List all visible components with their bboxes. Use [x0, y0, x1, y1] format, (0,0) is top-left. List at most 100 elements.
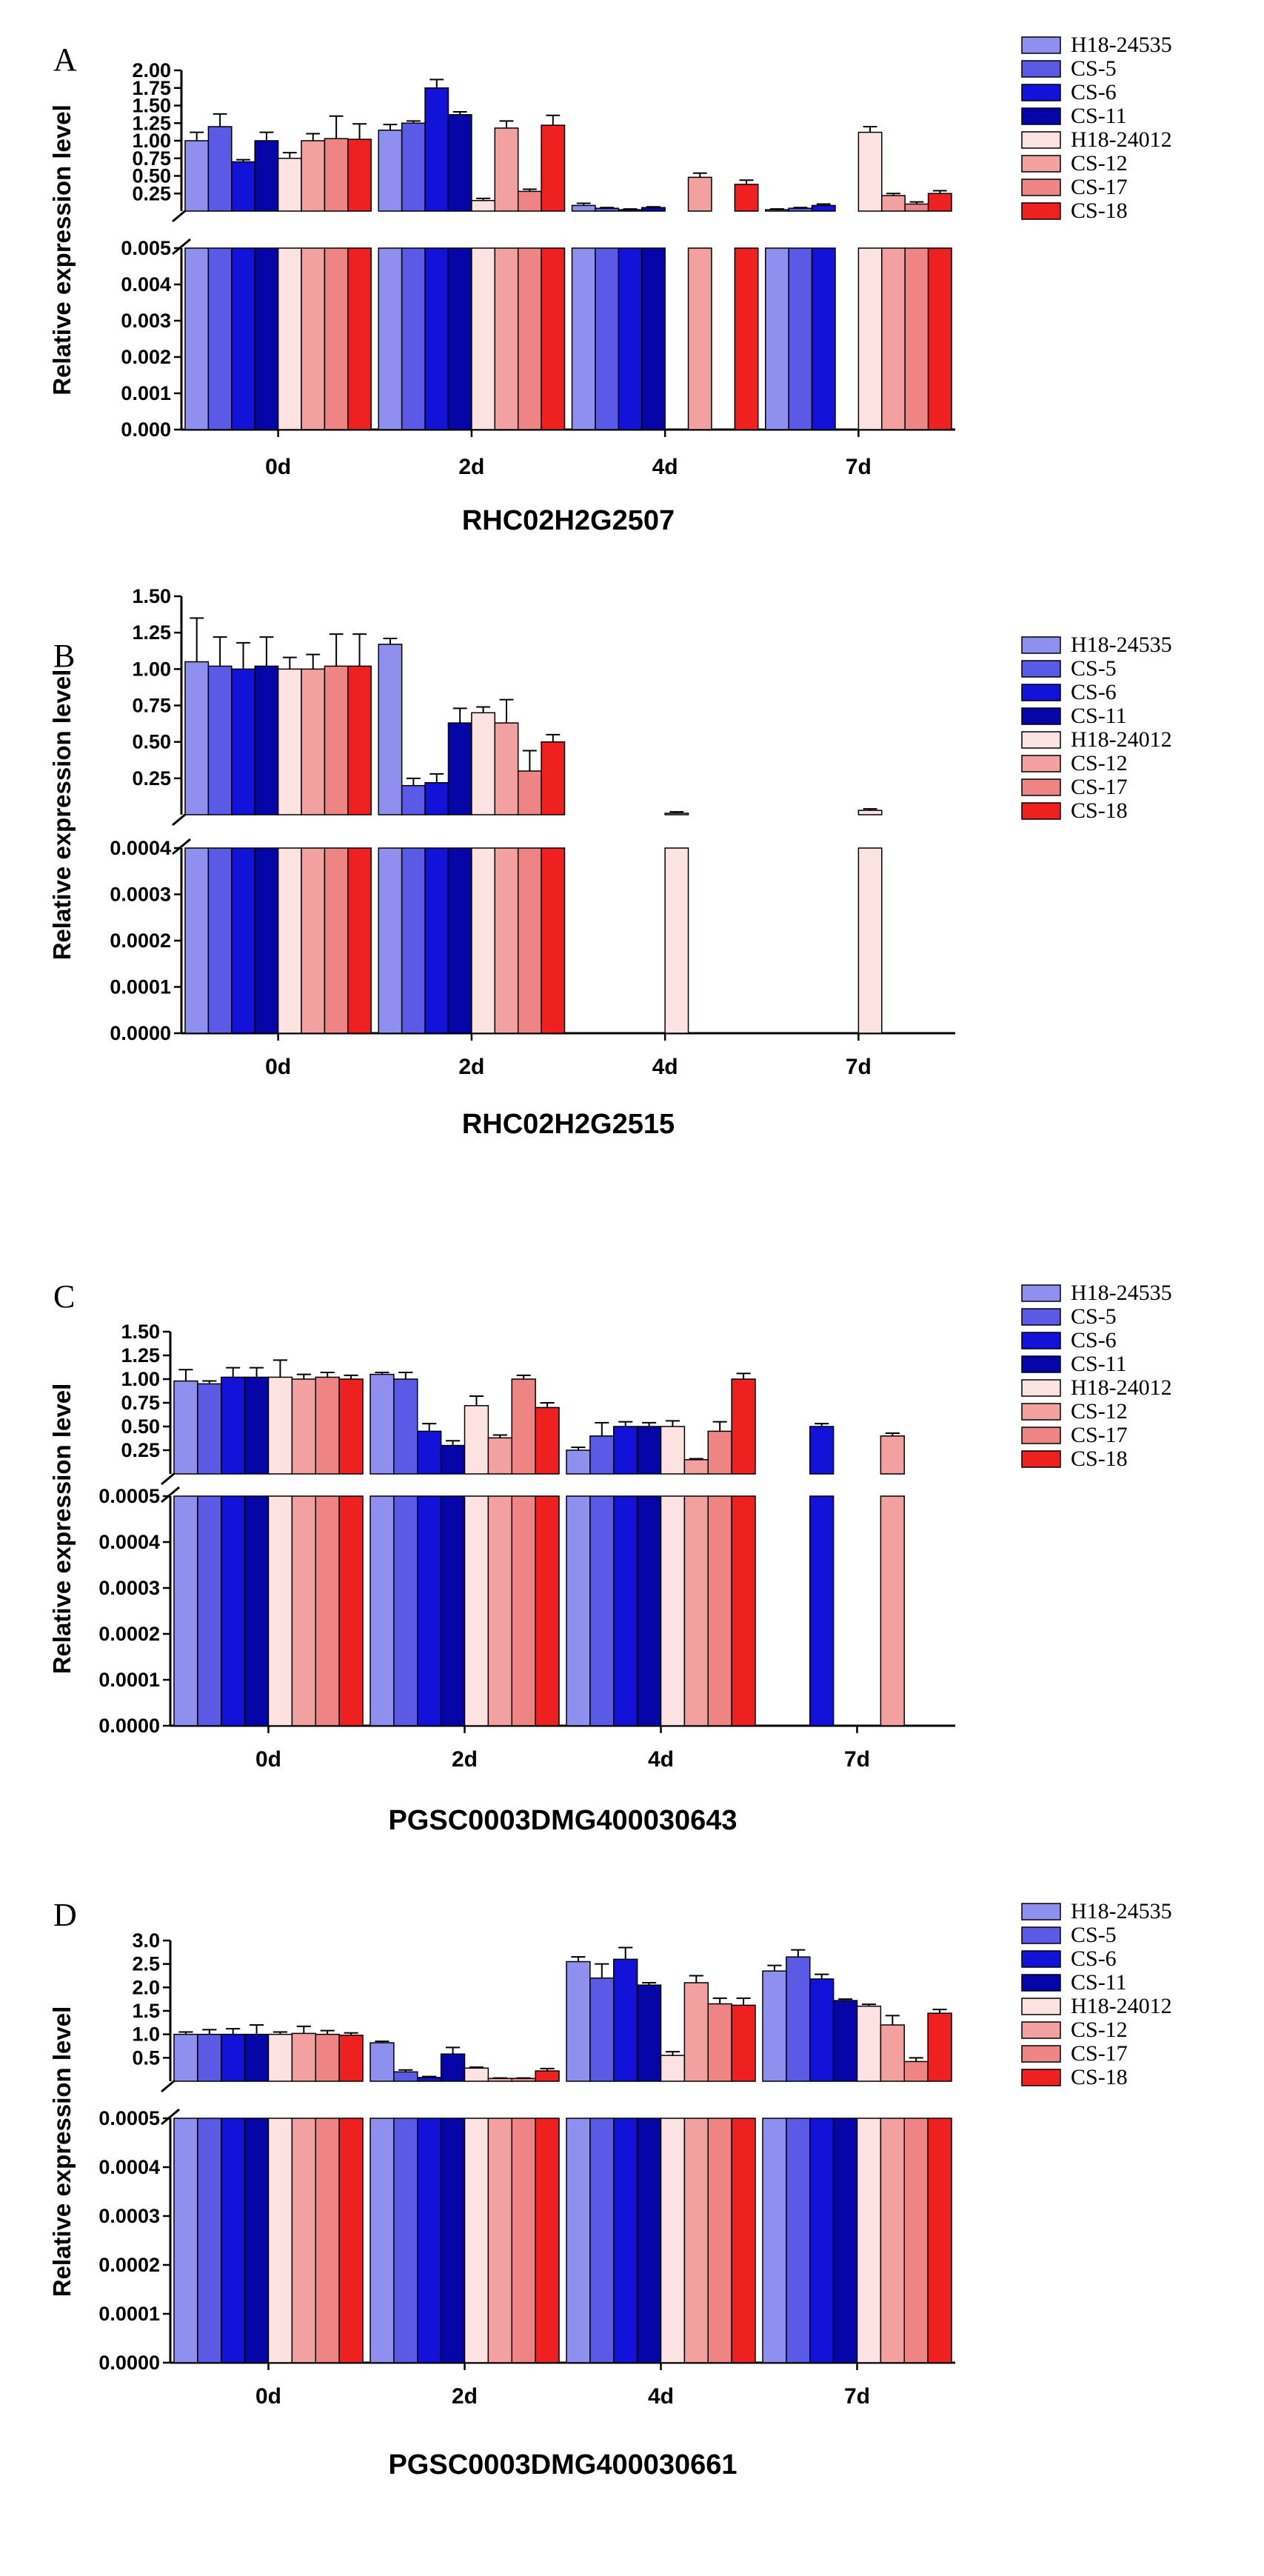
y-tick-label: 0.0001: [98, 2303, 160, 2325]
legend-swatch: [1021, 1355, 1061, 1373]
legend-swatch: [1021, 755, 1061, 773]
bar-lower: [291, 1495, 316, 1726]
x-tick-label: 4d: [648, 2384, 674, 2409]
y-axis-label: Relative expression level: [48, 104, 76, 396]
bar-upper: [636, 1984, 662, 2082]
y-tick-label: 0.0002: [98, 2254, 160, 2276]
bar-upper: [471, 712, 496, 815]
bar-lower: [731, 1495, 756, 1726]
y-tick-label: 0.75: [121, 1392, 160, 1414]
chart-title: PGSC0003DMG400030643: [388, 1805, 737, 1836]
legend-swatch: [1021, 60, 1061, 78]
bar-lower: [589, 1495, 615, 1726]
y-tick-label: 1.5: [132, 2000, 160, 2022]
legend-swatch: [1021, 1974, 1061, 1992]
y-tick-label: 0.50: [132, 165, 171, 187]
legend-swatch: [1021, 1450, 1061, 1468]
bar-upper: [857, 810, 883, 815]
legend-label: CS-11: [1071, 104, 1127, 128]
bar-lower: [197, 1495, 222, 1726]
bar-upper: [832, 2000, 858, 2082]
bar-lower: [338, 2118, 364, 2363]
bar-lower: [424, 847, 449, 1034]
legend-label: CS-18: [1071, 2065, 1128, 2089]
bar-lower: [471, 847, 496, 1034]
x-tick-label: 4d: [652, 455, 678, 479]
bar-lower: [636, 1495, 662, 1726]
panel-letter: C: [53, 1278, 75, 1315]
legend-swatch: [1021, 778, 1061, 796]
bar-upper: [324, 665, 349, 815]
bar-upper: [424, 781, 449, 815]
bar-upper: [424, 87, 449, 212]
bar-lower: [487, 1495, 512, 1726]
bar-upper: [197, 2033, 222, 2082]
bar-lower: [880, 2118, 905, 2363]
legend-swatch: [1021, 131, 1061, 149]
bar-upper: [664, 812, 689, 815]
bar-upper: [315, 2033, 340, 2082]
legend-label: CS-12: [1071, 151, 1128, 176]
x-tick-label: 0d: [255, 1747, 281, 1772]
bar-lower: [511, 2118, 536, 2363]
bar-lower: [393, 1495, 418, 1726]
bar-lower: [464, 2118, 489, 2363]
bar-upper: [788, 207, 813, 212]
bar-lower: [440, 1495, 466, 1726]
legend-swatch: [1021, 731, 1061, 749]
y-tick-label: 0.0005: [98, 2107, 160, 2129]
legend-label: CS-11: [1071, 704, 1127, 728]
legend-swatch: [1021, 107, 1061, 125]
y-tick-label: 0.0001: [98, 1669, 160, 1691]
bar-upper: [517, 770, 542, 815]
bar-lower: [197, 2118, 222, 2363]
bar-lower: [184, 847, 210, 1034]
bar-upper: [244, 1376, 270, 1475]
chart-title: RHC02H2G2515: [462, 1109, 675, 1140]
legend-swatch: [1021, 178, 1061, 196]
bar-lower: [173, 2118, 198, 2363]
x-tick-label: 7d: [846, 1055, 872, 1079]
bar-lower: [856, 2118, 882, 2363]
bar-lower: [511, 1495, 536, 1726]
bar-lower: [207, 847, 233, 1034]
legend-label: CS-5: [1071, 56, 1117, 81]
y-tick-label: 0.0004: [110, 837, 171, 859]
bar-lower: [184, 247, 210, 430]
bar-upper: [618, 209, 643, 212]
legend-swatch: [1021, 1950, 1061, 1968]
bar-upper: [378, 644, 403, 815]
legend-swatch: [1021, 1379, 1061, 1397]
bar-upper: [369, 2042, 395, 2082]
bar-upper: [765, 209, 789, 212]
bar-upper: [517, 190, 542, 212]
bar-upper: [541, 741, 566, 815]
bar-upper: [464, 1405, 489, 1475]
bar-lower: [291, 2118, 316, 2363]
x-tick-label: 2d: [458, 455, 484, 479]
legend-label: CS-6: [1071, 80, 1117, 104]
bar-upper: [417, 2077, 442, 2082]
y-tick-label: 0.0000: [98, 1715, 160, 1737]
bar-lower: [595, 247, 620, 430]
bar-upper: [589, 1977, 615, 2082]
y-tick-label: 0.0001: [110, 976, 171, 998]
bar-lower: [464, 1495, 489, 1726]
bar-upper: [291, 1378, 316, 1475]
bar-lower: [613, 1495, 638, 1726]
legend-label: H18-24012: [1071, 1375, 1172, 1400]
legend-label: CS-18: [1071, 1447, 1128, 1471]
bar-upper: [401, 122, 426, 212]
bar-lower: [660, 1495, 686, 1726]
bar-lower: [447, 847, 472, 1034]
bar-lower: [347, 847, 372, 1034]
y-tick-label: 0.005: [121, 237, 171, 259]
bar-upper: [595, 207, 620, 212]
y-tick-label: 0.25: [132, 182, 171, 204]
bar-lower: [440, 2118, 466, 2363]
bar-lower: [315, 1495, 340, 1726]
bar-lower: [324, 247, 349, 430]
legend-label: CS-5: [1071, 1923, 1117, 1947]
